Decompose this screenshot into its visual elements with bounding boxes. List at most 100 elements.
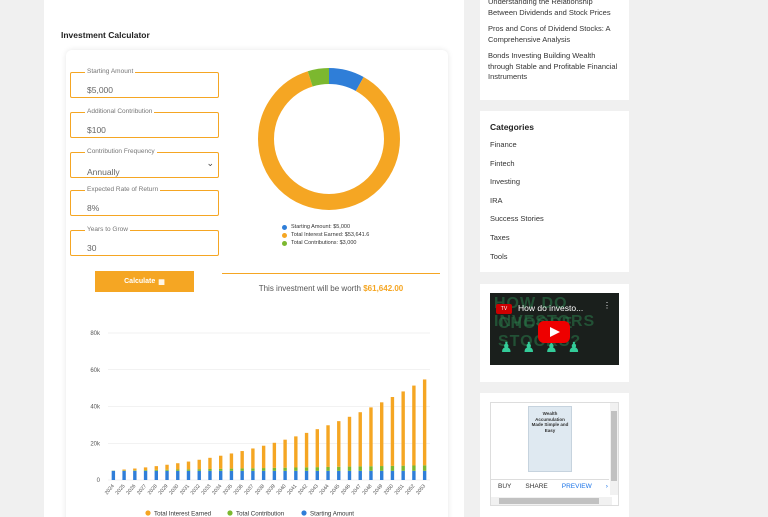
calculate-button[interactable]: Calculate ▦	[95, 271, 194, 292]
bar-segment	[337, 421, 341, 467]
bar-segment	[315, 429, 319, 468]
category-investing[interactable]: Investing	[490, 177, 521, 187]
bar-segment	[133, 470, 137, 480]
bar-segment	[186, 461, 191, 470]
chevron-down-icon: ⌄	[206, 158, 214, 168]
x-tick-label: 2040	[276, 483, 288, 496]
book-cover[interactable]: Wealth Accumulation Made Simple and Easy	[528, 406, 572, 472]
bar-segment	[380, 466, 384, 471]
bar-segment	[111, 470, 116, 480]
bar-segment	[412, 470, 416, 480]
category-fintech[interactable]: Fintech	[490, 158, 515, 168]
preview-button[interactable]: PREVIEW	[561, 483, 592, 490]
field-label: Starting Amount	[85, 68, 136, 75]
expected-rate-field[interactable]: Expected Rate of Return 8%	[70, 186, 219, 216]
bar-segment	[272, 467, 277, 471]
calculator-panel: Starting Amount $5,000 Additional Contri…	[66, 50, 448, 517]
bar-segment	[380, 402, 384, 467]
starting-amount-field[interactable]: Starting Amount $5,000	[70, 68, 219, 98]
bar-segment	[154, 469, 158, 471]
scrollbar-thumb[interactable]	[499, 498, 599, 504]
bar-segment	[304, 432, 309, 468]
bar-segment	[176, 463, 180, 470]
field-value: $5,000	[87, 85, 113, 95]
bar-segment	[390, 470, 395, 480]
article-link[interactable]: Bonds Investing Building Wealth through …	[488, 51, 618, 81]
additional-contribution-field[interactable]: Additional Contribution $100	[70, 108, 219, 138]
bar-segment	[358, 412, 362, 467]
article-link[interactable]: Pros and Cons of Dividend Stocks: A Comp…	[488, 24, 611, 44]
bar-segment	[176, 470, 180, 480]
more-options-icon[interactable]: ⋮	[603, 301, 611, 310]
bar-segment	[326, 466, 330, 471]
x-tick-label: 2053	[415, 483, 427, 496]
buy-button[interactable]: BUY	[498, 483, 512, 490]
donut-slice	[258, 68, 400, 210]
x-tick-label: 2036	[233, 483, 245, 496]
x-tick-label: 2029	[158, 483, 170, 496]
horizontal-scrollbar[interactable]	[491, 497, 612, 505]
years-to-grow-field[interactable]: Years to Grow 30	[70, 226, 219, 256]
bar-segment	[304, 470, 309, 480]
vertical-scrollbar[interactable]	[610, 403, 618, 495]
bar-segment	[229, 453, 234, 469]
bar-segment	[369, 407, 373, 467]
bar-segment	[390, 397, 395, 466]
result-amount: $61,642.00	[363, 284, 404, 293]
bar-segment	[294, 470, 298, 480]
calculator-icon: ▦	[158, 278, 165, 286]
x-tick-label: 2035	[222, 483, 234, 496]
bar-segment	[208, 468, 212, 471]
bar-segment	[315, 470, 319, 480]
x-tick-label: 2041	[286, 483, 298, 496]
legend-label[interactable]: Total Contribution	[236, 511, 285, 517]
bar-segment	[401, 470, 405, 480]
category-ira[interactable]: IRA	[490, 195, 503, 205]
play-button-icon[interactable]	[538, 321, 570, 343]
article-link[interactable]: Understanding the Relationship Between D…	[488, 0, 611, 17]
category-taxes[interactable]: Taxes	[490, 232, 510, 242]
bar-segment	[197, 469, 201, 471]
bar-segment	[412, 465, 416, 471]
legend-label[interactable]: Total Interest Earned	[154, 511, 212, 517]
x-tick-label: 2024	[104, 483, 116, 496]
donut-slice	[258, 68, 400, 210]
bar-segment	[261, 468, 266, 471]
bar-segment	[251, 448, 255, 469]
x-tick-label: 2043	[308, 483, 320, 496]
legend-dot	[282, 232, 287, 238]
bar-segment	[422, 470, 427, 480]
chevron-right-icon[interactable]: ›	[605, 483, 608, 490]
scrollbar-thumb[interactable]	[611, 411, 617, 481]
bar-segment	[347, 466, 352, 471]
figures-illustration-icon: ♟♟♟♟	[500, 339, 591, 355]
category-success-stories[interactable]: Success Stories	[490, 214, 544, 224]
legend-dot	[282, 224, 287, 230]
legend-label: Total Contributions: $3,000	[291, 240, 357, 246]
field-label: Additional Contribution	[85, 108, 155, 115]
field-value: 30	[87, 243, 97, 253]
x-tick-label: 2052	[404, 483, 416, 496]
legend-dot	[145, 510, 151, 516]
legend-label[interactable]: Starting Amount	[310, 511, 354, 517]
bar-segment	[401, 391, 405, 466]
y-tick-label: 80k	[90, 331, 101, 337]
share-button[interactable]: SHARE	[525, 483, 548, 490]
bar-segment	[186, 469, 191, 471]
video-embed[interactable]: HOW DO INVESTORS CHOOSE STOCKS? TV How d…	[490, 293, 619, 365]
x-tick-label: 2048	[361, 483, 373, 496]
bar-segment	[240, 468, 244, 471]
x-tick-label: 2047	[351, 483, 363, 496]
donut-chart	[256, 66, 402, 212]
category-tools[interactable]: Tools	[490, 251, 508, 261]
growth-bar-chart: 0 20k 40k 60k 80k 2024 2025 2026 2027 2028 2029 203…	[76, 325, 436, 517]
contribution-frequency-select[interactable]: Contribution Frequency Annually ⌄	[70, 148, 219, 178]
book-widget: Wealth Accumulation Made Simple and Easy…	[480, 393, 629, 517]
bar-segment	[251, 470, 255, 480]
video-title[interactable]: How do investo...	[518, 303, 584, 313]
calculator-title: Investment Calculator	[61, 30, 150, 40]
legend-dot	[227, 510, 233, 516]
category-finance[interactable]: Finance	[490, 140, 517, 149]
bar-segment	[197, 470, 201, 480]
field-label: Contribution Frequency	[85, 148, 157, 155]
